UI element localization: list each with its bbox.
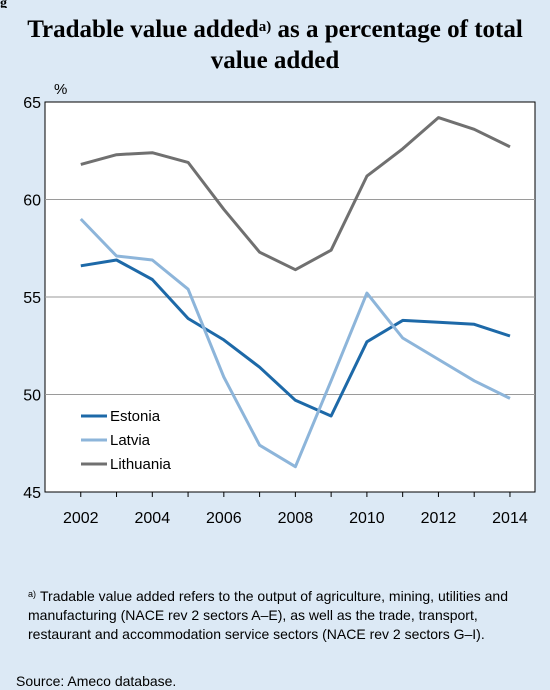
series-line-lithuania bbox=[80, 116, 511, 272]
y-tick-label-45: 45 bbox=[23, 485, 41, 502]
figure-label-fragment: g bbox=[0, 0, 7, 8]
title-line2: value added bbox=[210, 47, 340, 74]
x-tick-label-2014: 2014 bbox=[492, 510, 528, 527]
x-tick-label-2002: 2002 bbox=[63, 510, 99, 527]
y-tick-label-50: 50 bbox=[23, 388, 41, 405]
series-line-estonia bbox=[80, 258, 511, 418]
legend-label-estonia: Estonia bbox=[110, 408, 161, 425]
legend-label-lithuania: Lithuania bbox=[110, 456, 172, 473]
title-line1-rest: as a percentage of total bbox=[271, 16, 523, 43]
title-line1-main: Tradable value added bbox=[27, 16, 259, 43]
x-tick-label-2008: 2008 bbox=[278, 510, 314, 527]
series-line-latvia bbox=[79, 217, 511, 469]
x-tick-label-2010: 2010 bbox=[349, 510, 385, 527]
x-tick-label-2006: 2006 bbox=[206, 510, 242, 527]
footnote: a) Tradable value added refers to the out… bbox=[28, 587, 528, 644]
footnote-marker: a) bbox=[28, 589, 37, 599]
chart-title: Tradable value addeda) as a percentage o… bbox=[0, 14, 550, 76]
y-axis-label: % bbox=[54, 81, 67, 98]
x-tick-label-2004: 2004 bbox=[135, 510, 171, 527]
y-tick-label-65: 65 bbox=[23, 95, 41, 112]
source-note: Source: Ameco database. bbox=[16, 673, 177, 689]
y-tick-label-55: 55 bbox=[23, 290, 41, 307]
legend-label-latvia: Latvia bbox=[110, 432, 151, 449]
line-chart: % 45 50 55 60 65 2002 2004 2006 2008 2010 2012 201… bbox=[23, 81, 536, 527]
footnote-text: Tradable value added refers to the outpu… bbox=[28, 588, 508, 642]
title-footnote-marker: a) bbox=[258, 19, 272, 35]
y-tick-label-60: 60 bbox=[23, 193, 41, 210]
x-tick-label-2012: 2012 bbox=[421, 510, 457, 527]
